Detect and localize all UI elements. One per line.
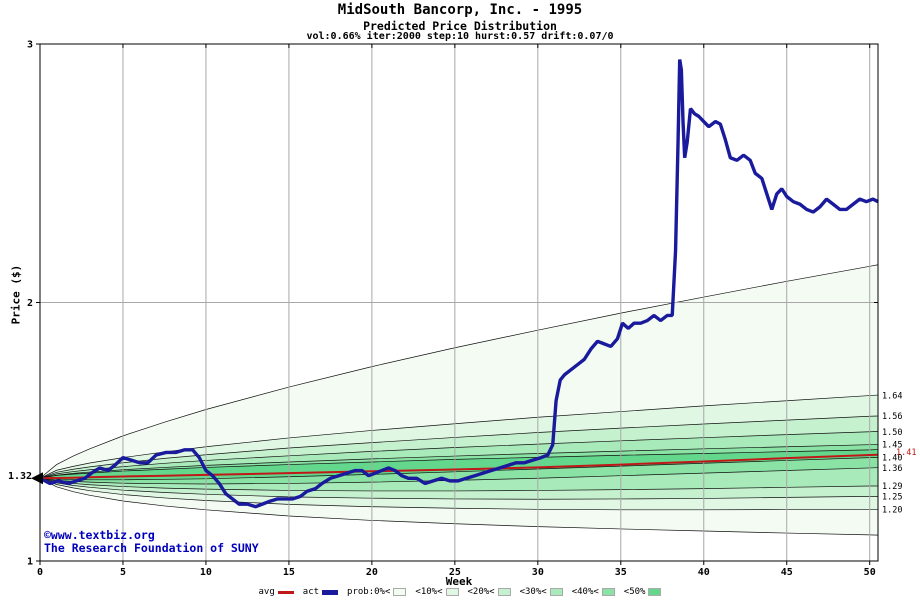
- x-tick-label: 40: [698, 567, 710, 578]
- right-price-label: 1.20: [882, 505, 902, 515]
- legend-item-prob0: prob:0%<: [347, 587, 407, 597]
- band-boundary-lower-0: [39, 477, 879, 536]
- y-tick-label: 1: [27, 557, 33, 568]
- legend-label: <30%<: [519, 587, 547, 597]
- band-boundary-upper-0: [39, 264, 879, 479]
- legend-item-30: <30%<: [520, 587, 563, 597]
- x-tick-label: 5: [120, 567, 126, 578]
- x-tick-label: 10: [200, 567, 212, 578]
- x-tick-label: 0: [37, 567, 43, 578]
- legend-label: <20%<: [467, 587, 495, 597]
- y-tick-label: 3: [27, 40, 33, 51]
- chart-title: MidSouth Bancorp, Inc. - 1995: [337, 2, 583, 18]
- legend-label: avg: [258, 587, 275, 597]
- legend-item-50: <50%: [624, 587, 662, 597]
- right-price-label: 1.36: [882, 464, 902, 474]
- legend-label: <50%: [623, 587, 646, 597]
- legend-label: <10%<: [415, 587, 443, 597]
- right-price-label: 1.64: [882, 392, 902, 402]
- band-boundary-upper-4: [39, 444, 879, 479]
- legend-label: prob:0%<: [347, 587, 391, 597]
- avg-line: [39, 453, 879, 480]
- band-boundary-upper-2: [39, 415, 879, 479]
- legend-label: act: [302, 587, 320, 597]
- right-price-label: 1.40: [882, 454, 902, 464]
- right-price-label: 1.45: [882, 441, 902, 451]
- band-boundary-upper-3: [39, 431, 879, 479]
- legend-label: <40%<: [571, 587, 599, 597]
- legend-swatch: [445, 588, 459, 596]
- legend-swatch: [393, 588, 407, 596]
- legend-item-40: <40%<: [572, 587, 615, 597]
- right-price-label: 1.25: [882, 492, 902, 502]
- legend-swatch: [497, 588, 511, 596]
- legend-item-act: act: [302, 587, 339, 597]
- act-line: [39, 59, 879, 509]
- y-axis-title: Price ($): [9, 264, 23, 325]
- x-tick-label: 45: [781, 567, 793, 578]
- band-boundary-upper-5: [39, 449, 879, 479]
- chart-subtitle: Predicted Price Distribution: [363, 19, 557, 33]
- legend-swatch: [322, 589, 339, 595]
- chart-params: vol:0.66% iter:2000 step:10 hurst:0.57 d…: [306, 31, 614, 42]
- band-boundary-lower-4: [39, 467, 879, 485]
- y-tick-label: 2: [27, 298, 33, 309]
- legend: avg act prob:0%< <10%< <20%< <30%< <40%< <50%: [0, 587, 920, 597]
- x-tick-label: 25: [449, 567, 461, 578]
- legend-swatch: [648, 588, 662, 596]
- band-boundary-lower-3: [39, 477, 878, 492]
- right-price-label: 1.29: [882, 482, 902, 492]
- band-boundary-upper-1: [39, 394, 879, 479]
- start-marker: [31, 472, 43, 485]
- legend-swatch: [549, 588, 563, 596]
- legend-item-10: <10%<: [415, 587, 459, 597]
- legend-swatch: [277, 590, 294, 594]
- band-boundary-lower-1: [39, 477, 878, 511]
- band-boundary-lower-2: [39, 477, 878, 500]
- right-price-label: 1.50: [882, 428, 902, 438]
- x-tick-label: 15: [283, 567, 295, 578]
- x-axis-title: Week: [445, 575, 473, 588]
- prob-band-5: [40, 449, 878, 480]
- x-tick-label: 30: [532, 567, 544, 578]
- x-tick-label: 50: [864, 567, 876, 578]
- watermark-line2: The Research Foundation of SUNY: [44, 541, 259, 555]
- watermark: ©www.textbiz.org The Research Foundation…: [44, 529, 259, 555]
- x-tick-label: 35: [615, 567, 627, 578]
- legend-swatch: [601, 588, 615, 596]
- x-tick-label: 20: [366, 567, 378, 578]
- watermark-line1: ©www.textbiz.org: [44, 528, 155, 542]
- start-price-label: 1.32: [8, 471, 33, 482]
- legend-item-20: <20%<: [468, 587, 511, 597]
- legend-item-avg: avg: [259, 587, 294, 597]
- right-price-label: 1.41: [896, 448, 916, 458]
- right-price-label: 1.56: [882, 412, 902, 422]
